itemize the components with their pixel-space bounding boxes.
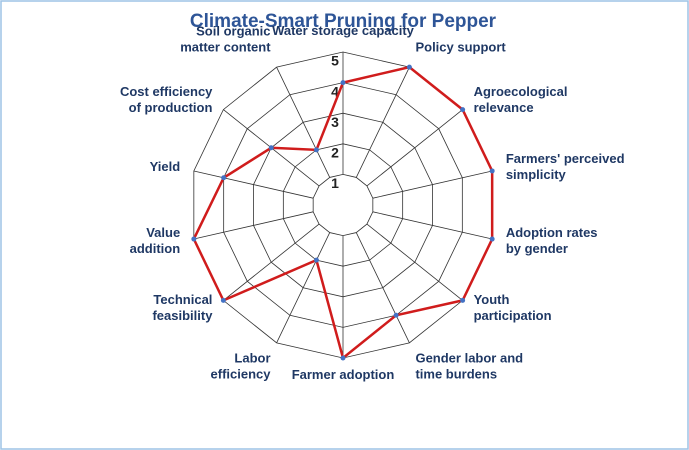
axis-label: Farmers' perceived simplicity — [506, 151, 625, 182]
spoke — [355, 66, 410, 178]
axis-label: Technical feasibility — [152, 293, 213, 324]
point — [340, 80, 346, 86]
point — [313, 257, 319, 263]
spoke — [276, 66, 331, 178]
r-tick-label: 1 — [331, 175, 339, 191]
spoke — [372, 170, 493, 199]
point — [489, 236, 495, 242]
point — [460, 297, 466, 303]
point — [191, 236, 197, 242]
r-tick-label: 5 — [331, 53, 339, 69]
axis-label: Cost efficiency of production — [120, 84, 213, 115]
axis-label: Farmer adoption — [292, 367, 395, 382]
axis-label: Soil organic matter content — [180, 24, 271, 55]
axis-label: Yield — [150, 159, 181, 174]
r-tick-label: 4 — [331, 83, 339, 99]
point — [489, 168, 495, 174]
point — [220, 297, 226, 303]
axis-label: Gender labor and time burdens — [415, 351, 523, 382]
spoke — [372, 211, 493, 240]
spoke — [223, 223, 320, 301]
spoke — [366, 109, 463, 187]
spoke — [193, 211, 314, 240]
point — [406, 64, 412, 70]
spoke — [355, 232, 410, 344]
axis-label: Water storage capacity — [272, 23, 415, 38]
axis-label: Agroecological relevance — [474, 84, 568, 115]
axis-label: Labor efficiency — [211, 351, 272, 382]
spoke — [193, 170, 314, 199]
r-tick-label: 2 — [331, 145, 339, 161]
r-tick-label: 3 — [331, 114, 339, 130]
axis-label: Youth participation — [474, 293, 552, 324]
spoke — [366, 223, 463, 301]
axis-label: Policy support — [415, 40, 506, 55]
point — [268, 145, 274, 151]
chart-title: Climate-Smart Pruning for Pepper — [190, 11, 497, 32]
spoke — [276, 232, 331, 344]
axis-label: Value addition — [130, 226, 181, 257]
point — [460, 107, 466, 113]
point — [313, 147, 319, 153]
point — [340, 355, 346, 361]
point — [221, 175, 227, 181]
axis-label: Adoption rates by gender — [506, 226, 598, 257]
point — [393, 312, 399, 318]
